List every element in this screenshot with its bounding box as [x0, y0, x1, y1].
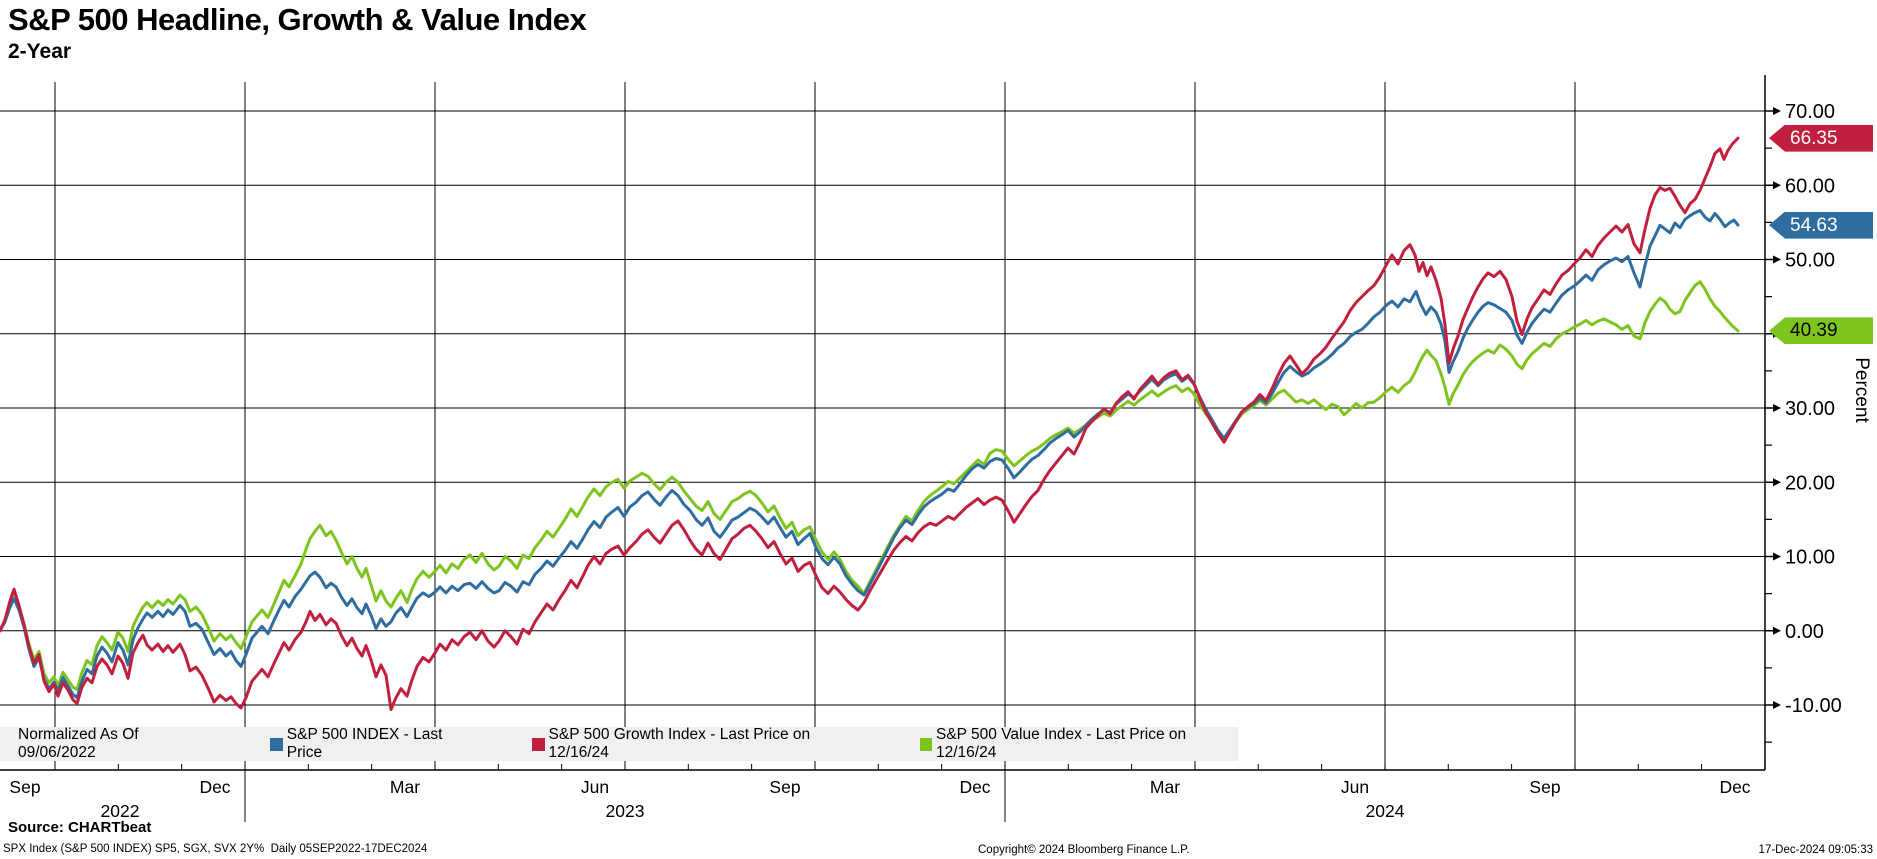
legend-item-label: S&P 500 Growth Index - Last Price on 12/… — [548, 726, 811, 761]
y-axis-tick-arrow-icon — [1773, 255, 1781, 264]
value-legend-swatch-icon — [919, 737, 932, 751]
legend-item-label: S&P 500 Value Index - Last Price on 12/1… — [936, 726, 1187, 761]
x-axis-month-label: Jun — [581, 777, 609, 797]
last-price-value: 66.35 — [1790, 127, 1838, 149]
x-axis-month-label: Mar — [390, 777, 420, 797]
y-axis-tick-arrow-icon — [1773, 404, 1781, 412]
series-line-svx[interactable] — [0, 280, 1740, 691]
y-axis-tick-label: 20.00 — [1785, 472, 1835, 494]
y-axis-tick-label: 10.00 — [1785, 547, 1835, 569]
x-axis-year-label: 2022 — [101, 801, 140, 821]
spx-legend-swatch-icon — [270, 737, 283, 751]
y-axis-tick-label: 50.00 — [1785, 250, 1835, 272]
y-axis-tick-arrow-icon — [1773, 701, 1781, 709]
y-axis-tick-arrow-icon — [1773, 181, 1781, 190]
source-label: Source: CHARTbeat — [8, 819, 152, 836]
legend-item-value[interactable]: S&P 500 Value Index - Last Price on 12/1… — [919, 726, 1238, 762]
normalized-note: Normalized As Of 09/06/2022 — [18, 726, 139, 761]
y-axis-tick-arrow-icon — [1773, 107, 1781, 115]
x-axis-month-label: Dec — [959, 777, 990, 797]
x-axis-month-label: Dec — [1719, 777, 1750, 797]
y-axis-tick-arrow-icon — [1773, 626, 1781, 635]
y-axis-tick-arrow-icon — [1773, 552, 1781, 561]
last-price-badge: 66.35 — [1769, 124, 1873, 152]
chart-subtitle: 2-Year — [8, 40, 72, 63]
page-title: S&P 500 Headline, Growth & Value Index — [8, 2, 587, 37]
x-axis-year-label: 2023 — [606, 801, 645, 821]
last-price-badge: 54.63 — [1769, 211, 1873, 239]
security-description: SPX Index (S&P 500 INDEX) SP5, SGX, SVX … — [3, 843, 428, 855]
y-axis-tick-arrow-icon — [1773, 478, 1781, 487]
copyright-notice: Copyright© 2024 Bloomberg Finance L.P. — [978, 844, 1190, 856]
y-axis-tick-label: 70.00 — [1785, 101, 1835, 123]
x-axis-month-label: Dec — [199, 777, 230, 797]
timestamp: 17-Dec-2024 09:05:33 — [1758, 844, 1873, 856]
last-price-badge: 40.39 — [1769, 317, 1873, 345]
x-axis-year-label: 2024 — [1366, 801, 1405, 821]
last-price-value: 54.63 — [1790, 214, 1838, 236]
series-line-sgx[interactable] — [0, 136, 1740, 711]
series-line-spx[interactable] — [0, 209, 1740, 700]
y-axis-tick-label: 30.00 — [1785, 398, 1835, 420]
x-axis-month-label: Sep — [9, 777, 40, 797]
x-axis-month-label: Mar — [1150, 777, 1180, 797]
last-price-value: 40.39 — [1790, 320, 1838, 342]
x-axis-month-label: Sep — [769, 777, 800, 797]
x-axis-month-label: Jun — [1341, 777, 1369, 797]
y-axis-tick-label: 60.00 — [1785, 175, 1835, 197]
x-axis-month-label: Sep — [1529, 777, 1560, 797]
growth-legend-swatch-icon — [532, 737, 545, 751]
legend-item-label: S&P 500 INDEX - Last Price — [286, 726, 443, 761]
legend-item-spx[interactable]: S&P 500 INDEX - Last Price — [270, 726, 474, 762]
y-axis-title: Percent — [1851, 357, 1872, 423]
legend-item-growth[interactable]: S&P 500 Growth Index - Last Price on 12/… — [532, 726, 861, 762]
chart-legend: Normalized As Of 09/06/2022 S&P 500 INDE… — [0, 726, 1238, 762]
y-axis-tick-label: 0.00 — [1785, 621, 1824, 643]
y-axis-tick-label: -10.00 — [1785, 695, 1842, 717]
